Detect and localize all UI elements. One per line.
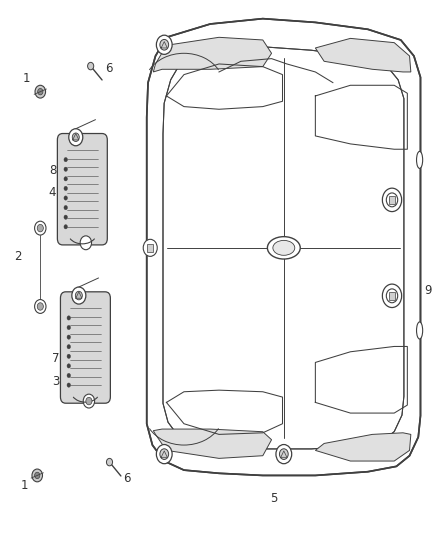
Circle shape <box>35 221 46 235</box>
Text: 2: 2 <box>14 251 21 263</box>
Polygon shape <box>153 37 272 72</box>
Circle shape <box>67 345 71 349</box>
Circle shape <box>75 291 82 300</box>
Circle shape <box>156 35 172 54</box>
Circle shape <box>72 287 86 304</box>
Polygon shape <box>315 433 411 461</box>
Circle shape <box>382 188 402 212</box>
Bar <box>389 196 395 204</box>
Circle shape <box>38 88 43 95</box>
Ellipse shape <box>417 151 423 168</box>
Polygon shape <box>153 429 272 458</box>
Text: 1: 1 <box>22 72 30 85</box>
Circle shape <box>64 196 67 200</box>
Circle shape <box>160 449 169 459</box>
Circle shape <box>67 325 71 329</box>
Text: 3: 3 <box>53 375 60 387</box>
Circle shape <box>86 398 92 405</box>
Circle shape <box>64 215 67 220</box>
Circle shape <box>64 167 67 172</box>
Circle shape <box>279 449 288 459</box>
Circle shape <box>64 177 67 181</box>
Circle shape <box>389 293 395 299</box>
Text: 8: 8 <box>49 164 56 177</box>
Circle shape <box>276 445 292 464</box>
Circle shape <box>156 445 172 464</box>
Circle shape <box>64 187 67 191</box>
Circle shape <box>386 289 398 303</box>
Circle shape <box>37 303 43 310</box>
Circle shape <box>69 128 83 146</box>
Circle shape <box>143 239 157 256</box>
Circle shape <box>67 316 71 320</box>
Ellipse shape <box>267 237 300 259</box>
FancyBboxPatch shape <box>60 292 110 403</box>
Circle shape <box>64 158 67 162</box>
Polygon shape <box>147 19 420 475</box>
Text: 5: 5 <box>270 492 277 505</box>
Circle shape <box>67 383 71 387</box>
Circle shape <box>67 335 71 340</box>
Circle shape <box>67 364 71 368</box>
Text: 4: 4 <box>49 187 57 199</box>
Circle shape <box>35 85 46 98</box>
Text: 7: 7 <box>52 352 60 365</box>
Circle shape <box>35 300 46 313</box>
Bar <box>389 292 395 300</box>
Text: 1: 1 <box>20 479 28 491</box>
Circle shape <box>80 236 92 249</box>
Circle shape <box>83 394 95 408</box>
Circle shape <box>35 472 40 479</box>
Bar <box>147 244 153 252</box>
Circle shape <box>88 62 94 70</box>
FancyBboxPatch shape <box>57 134 107 245</box>
Ellipse shape <box>273 240 295 255</box>
Circle shape <box>67 373 71 377</box>
Text: 6: 6 <box>105 62 113 75</box>
Text: 9: 9 <box>424 284 432 297</box>
Polygon shape <box>315 38 411 72</box>
Circle shape <box>386 193 398 207</box>
Ellipse shape <box>417 322 423 339</box>
Text: 6: 6 <box>123 472 131 485</box>
Circle shape <box>72 133 79 142</box>
Circle shape <box>160 39 169 50</box>
Circle shape <box>37 224 43 232</box>
Circle shape <box>64 205 67 209</box>
Circle shape <box>389 197 395 203</box>
Circle shape <box>32 469 42 482</box>
Circle shape <box>382 284 402 308</box>
Circle shape <box>106 458 113 466</box>
Circle shape <box>64 225 67 229</box>
Circle shape <box>67 354 71 359</box>
